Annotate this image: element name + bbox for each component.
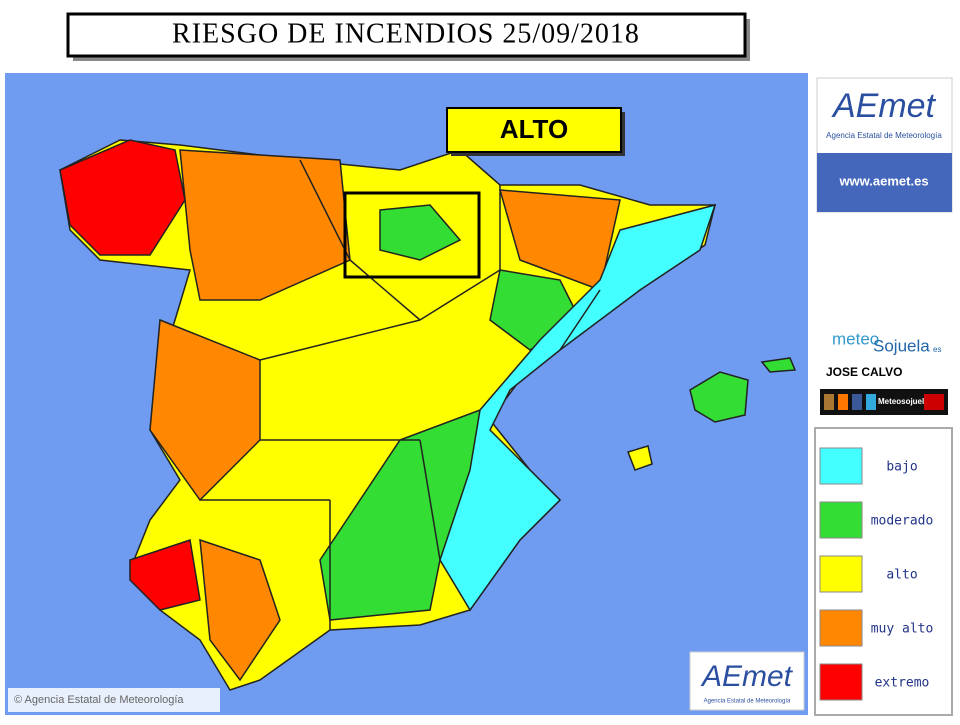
province-border [419,439,441,561]
url-strip [817,153,952,212]
zone-muy-alto [179,149,351,301]
map-logo: AEmet [700,660,794,693]
badge: ALTO [500,114,568,144]
credit-site-2: Sojuela [873,336,930,355]
logo-subtitle: Agencia Estatal de Meteorología [826,131,942,140]
zone-bajo [439,203,717,612]
province-border [419,269,501,321]
credit-handle: Meteosojuela [878,397,929,406]
zone-moderado [379,204,462,261]
legend-swatch [819,501,863,539]
province-border [259,319,421,361]
province-border [349,259,421,321]
zone-extremo [59,139,186,256]
zone-muy-alto [199,538,281,682]
title: RIESGO DE INCENDIOS 25/09/2018 [172,18,640,49]
credit-site-1: meteo [832,329,879,348]
legend-label: bajo [886,460,917,475]
social-icon [866,394,876,410]
social-icon [852,394,862,410]
legend-swatch [819,555,863,593]
badge-box [446,107,622,153]
social-icon [838,394,848,410]
map-logo-box [689,651,805,711]
legend-swatch [819,663,863,701]
zone-extremo [129,539,201,611]
title-box [66,12,747,58]
region-box [343,191,481,279]
island [627,445,653,471]
legend-swatch [819,447,863,485]
copyright: © Agencia Estatal de Meteorología [14,694,184,706]
legend-swatch [819,609,863,647]
credit-site-3: es [933,345,941,354]
legend-label: moderado [871,514,934,529]
province-border [299,159,351,261]
social-icon [824,394,834,410]
province-border [559,289,601,351]
map-logo-subtitle: Agencia Estatal de Meteorología [704,699,791,705]
zone-muy-alto [149,318,261,502]
legend-label: alto [886,568,917,583]
island [760,357,797,373]
island [689,371,749,423]
copyright-box [8,688,220,712]
legend-label: extremo [875,676,930,691]
credit-author: JOSE CALVO [826,365,902,379]
legend-label: muy alto [871,622,934,637]
map [59,139,797,691]
logo: AEmet [831,87,937,125]
url: www.aemet.es [838,173,928,188]
social-icon [924,394,944,410]
legend: bajo moderado alto muy alto extremo [819,447,934,701]
